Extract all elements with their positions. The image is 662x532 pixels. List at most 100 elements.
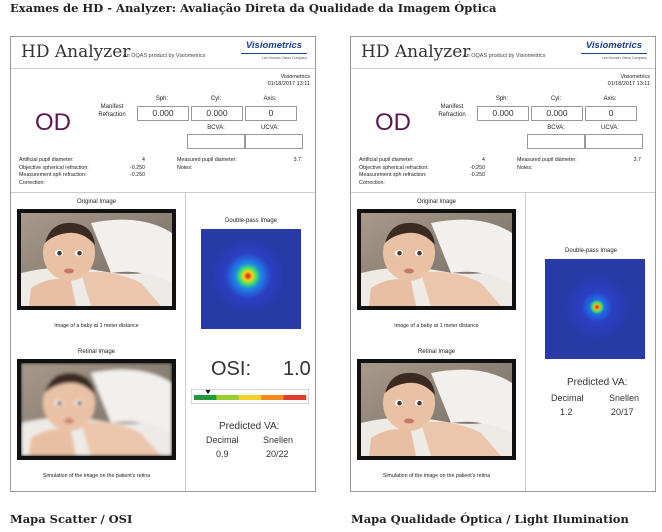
artificial-pupil-value: 4 bbox=[142, 157, 145, 163]
notes-label: Notes: bbox=[517, 164, 533, 171]
measurement-sph-label: Measurement sph refraction: bbox=[19, 172, 87, 179]
retinal-image-caption: Simulation of the image on the patient's… bbox=[42, 473, 151, 479]
cyl-label: Cyl: bbox=[210, 96, 222, 102]
snellen-label: Snellen bbox=[263, 435, 294, 445]
column-divider bbox=[185, 192, 186, 491]
logo-text: Visiometrics bbox=[585, 40, 643, 51]
manifest-refraction-label: Manifest Refraction bbox=[98, 104, 126, 118]
app-subtitle: An OQAS product by Visiometrics bbox=[123, 53, 206, 59]
double-pass-image bbox=[201, 229, 301, 329]
report-meta: Visiometrics 01/18/2017 13:11 bbox=[268, 74, 310, 88]
baby-photo-retinal bbox=[361, 363, 512, 456]
original-image-label: Original Image bbox=[76, 199, 117, 205]
axis-label: Axis: bbox=[603, 96, 617, 102]
logo-subtitle: Les Humain Vision Company bbox=[261, 56, 307, 60]
page-title: Exames de HD - Analyzer: Avaliação Diret… bbox=[10, 1, 497, 15]
caption-right: Mapa Qualidade Óptica / Light Iluminatio… bbox=[351, 512, 629, 526]
column-divider bbox=[525, 192, 526, 491]
bcva-value bbox=[527, 134, 585, 149]
logo-line bbox=[241, 53, 307, 54]
objective-sph-value: -0.250 bbox=[469, 164, 485, 171]
retinal-image-label: Retinal Image bbox=[417, 349, 456, 355]
sph-label: Sph: bbox=[495, 96, 509, 102]
snellen-label: Snellen bbox=[609, 393, 640, 403]
double-pass-image bbox=[545, 259, 645, 359]
info-right: Measured pupil diameter: Notes: bbox=[517, 157, 577, 172]
artificial-pupil-value: 4 bbox=[482, 157, 485, 163]
baby-photo-original bbox=[361, 213, 512, 306]
measurement-sph-value: -0.250 bbox=[129, 172, 145, 179]
measurement-sph-label: Measurement sph refraction: bbox=[359, 172, 427, 179]
cyl-value: 0.000 bbox=[531, 106, 583, 121]
sph-value: 0.000 bbox=[477, 106, 529, 121]
logo-text: Visiometrics bbox=[245, 40, 303, 51]
predicted-va-label: Predicted VA: bbox=[567, 377, 628, 388]
measurement-sph-value: -0.250 bbox=[469, 172, 485, 179]
retinal-image bbox=[17, 359, 176, 460]
info-left-values: 4 -0.250 -0.250 bbox=[463, 157, 485, 180]
artificial-pupil-label: Artificial pupil diameter: bbox=[19, 157, 74, 163]
ucva-value bbox=[585, 134, 643, 149]
logo-subtitle: Les Humain Vision Company bbox=[601, 56, 647, 60]
objective-sph-value: -0.250 bbox=[129, 164, 145, 171]
meta-date: 01/18/2017 13:11 bbox=[607, 81, 650, 87]
double-pass-label: Double-pass Image bbox=[224, 218, 278, 224]
bcva-label: BCVA: bbox=[207, 125, 225, 131]
correction-label: Correction: bbox=[19, 180, 45, 187]
eye-label: OD bbox=[375, 109, 411, 136]
info-left-values: 4 -0.250 -0.250 bbox=[123, 157, 145, 180]
osi-marker bbox=[205, 390, 211, 394]
original-image bbox=[17, 209, 176, 310]
double-pass-label: Double-pass Image bbox=[564, 248, 618, 254]
osi-scale-segment bbox=[238, 395, 262, 400]
report-scatter-osi: HD Analyzer An OQAS product by Visiometr… bbox=[10, 36, 316, 492]
measured-pupil-label: Measured pupil diameter: bbox=[177, 157, 237, 163]
info-right: Measured pupil diameter: Notes: bbox=[177, 157, 237, 172]
objective-sph-label: Objective spherical refraction: bbox=[359, 164, 429, 171]
original-image-caption: Image of a baby at 1 meter distance bbox=[54, 323, 139, 329]
eye-label: OD bbox=[35, 109, 71, 136]
meta-date: 01/18/2017 13:11 bbox=[267, 81, 310, 87]
info-left: Artificial pupil diameter: Objective sph… bbox=[19, 157, 89, 188]
osi-scale-segment bbox=[283, 395, 307, 400]
osi-scale-bar bbox=[191, 389, 309, 404]
app-subtitle: An OQAS product by Visiometrics bbox=[463, 53, 546, 59]
report-header: HD Analyzer An OQAS product by Visiometr… bbox=[351, 37, 655, 69]
app-name: HD Analyzer bbox=[361, 42, 471, 62]
osi-scale-segment bbox=[261, 395, 284, 400]
original-image bbox=[357, 209, 516, 310]
cyl-value: 0.000 bbox=[191, 106, 243, 121]
retinal-image-label: Retinal Image bbox=[77, 349, 116, 355]
osi-label: OSI: bbox=[211, 358, 252, 380]
ucva-value bbox=[245, 134, 303, 149]
bcva-value bbox=[187, 134, 245, 149]
sph-value: 0.000 bbox=[137, 106, 189, 121]
cyl-label: Cyl: bbox=[550, 96, 562, 102]
info-left: Artificial pupil diameter: Objective sph… bbox=[359, 157, 429, 188]
baby-photo-retinal bbox=[21, 363, 172, 456]
meta-brand: Visiometrics bbox=[280, 74, 310, 80]
section-divider bbox=[11, 192, 315, 193]
section-divider bbox=[351, 192, 655, 193]
original-image-label: Original Image bbox=[416, 199, 457, 205]
decimal-label: Decimal bbox=[551, 393, 584, 403]
original-image-caption: Image of a baby at 1 meter distance bbox=[394, 323, 479, 329]
measured-pupil-label: Measured pupil diameter: bbox=[517, 157, 577, 163]
osi-value: 1.0 bbox=[283, 358, 311, 380]
manifest-refraction-label: Manifest Refraction bbox=[438, 104, 466, 118]
snellen-value: 20/17 bbox=[611, 407, 634, 417]
retinal-image-caption: Simulation of the image on the patient's… bbox=[382, 473, 491, 479]
ucva-label: UCVA: bbox=[601, 125, 619, 131]
sph-label: Sph: bbox=[155, 96, 169, 102]
report-meta: Visiometrics 01/18/2017 13:11 bbox=[608, 74, 650, 88]
notes-label: Notes: bbox=[177, 164, 193, 171]
axis-value: 0 bbox=[585, 106, 637, 121]
decimal-label: Decimal bbox=[206, 435, 239, 445]
visiometrics-logo: Visiometrics Les Humain Vision Company bbox=[579, 40, 649, 63]
ucva-label: UCVA: bbox=[261, 125, 279, 131]
caption-left: Mapa Scatter / OSI bbox=[10, 512, 133, 526]
logo-line bbox=[581, 53, 647, 54]
measured-pupil-value: 3.7 bbox=[293, 157, 301, 163]
report-header: HD Analyzer An OQAS product by Visiometr… bbox=[11, 37, 315, 69]
axis-value: 0 bbox=[245, 106, 297, 121]
